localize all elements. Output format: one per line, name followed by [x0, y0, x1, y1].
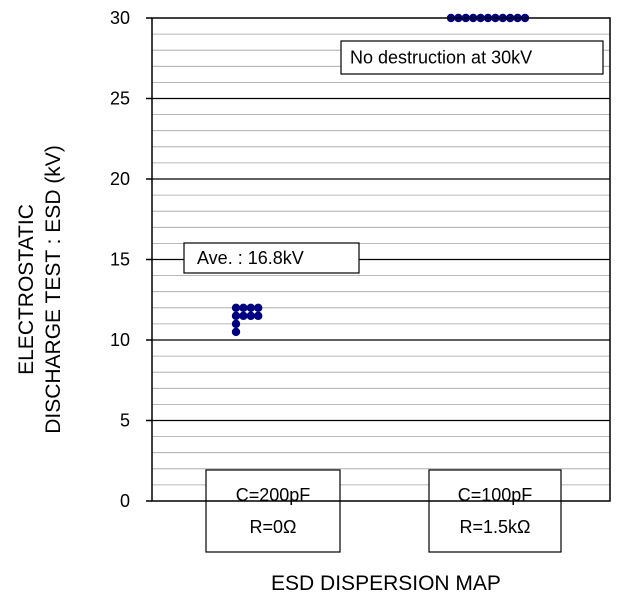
- category-label-200pf-box: [205, 469, 341, 553]
- category-label-100pf: C=100pF R=1.5kΩ: [428, 469, 562, 553]
- y-tick-label: 0: [120, 491, 130, 511]
- category-label-200pf: C=200pF R=0Ω: [205, 469, 341, 553]
- data-point: [231, 303, 241, 312]
- data-point: [254, 311, 263, 321]
- annotation-average-text: Ave. : 16.8kV: [197, 248, 304, 268]
- annotation-no-destruction: No destruction at 30kV: [340, 40, 604, 75]
- y-tick-label: 25: [110, 89, 130, 109]
- data-point: [231, 311, 241, 321]
- data-point: [239, 303, 248, 312]
- y-axis: 0 5 10 15 20 25 30: [110, 8, 152, 511]
- annotation-average-box: [183, 242, 360, 274]
- y-tick-label: 5: [120, 411, 130, 431]
- data-points: [231, 13, 530, 337]
- data-point: [239, 311, 248, 321]
- category-label-200pf-line2: R=0Ω: [250, 517, 297, 537]
- y-axis-title-line1: ELECTROSTATIC: [15, 204, 38, 375]
- plot-frame: [151, 17, 611, 502]
- y-tick-label: 30: [110, 8, 130, 28]
- annotation-no-destruction-text: No destruction at 30kV: [350, 48, 532, 68]
- data-point: [246, 311, 255, 321]
- y-axis-title-line2: DISCHARGE TEST : ESD (kV): [42, 145, 65, 434]
- annotation-average: Ave. : 16.8kV: [183, 242, 360, 274]
- data-point: [231, 327, 241, 337]
- x-axis-title: ESD DISPERSION MAP: [271, 572, 501, 595]
- data-point: [246, 303, 255, 312]
- category-label-100pf-line1: C=100pF: [458, 485, 533, 505]
- y-tick-label: 10: [110, 330, 130, 350]
- data-point: [231, 319, 241, 329]
- category-label-200pf-line1: C=200pF: [236, 485, 311, 505]
- data-point: [254, 303, 263, 312]
- y-tick-label: 15: [110, 250, 130, 270]
- y-tick-label: 20: [110, 169, 130, 189]
- category-label-100pf-line2: R=1.5kΩ: [460, 517, 531, 537]
- annotation-no-destruction-box: [340, 40, 604, 75]
- category-label-100pf-box: [428, 469, 562, 553]
